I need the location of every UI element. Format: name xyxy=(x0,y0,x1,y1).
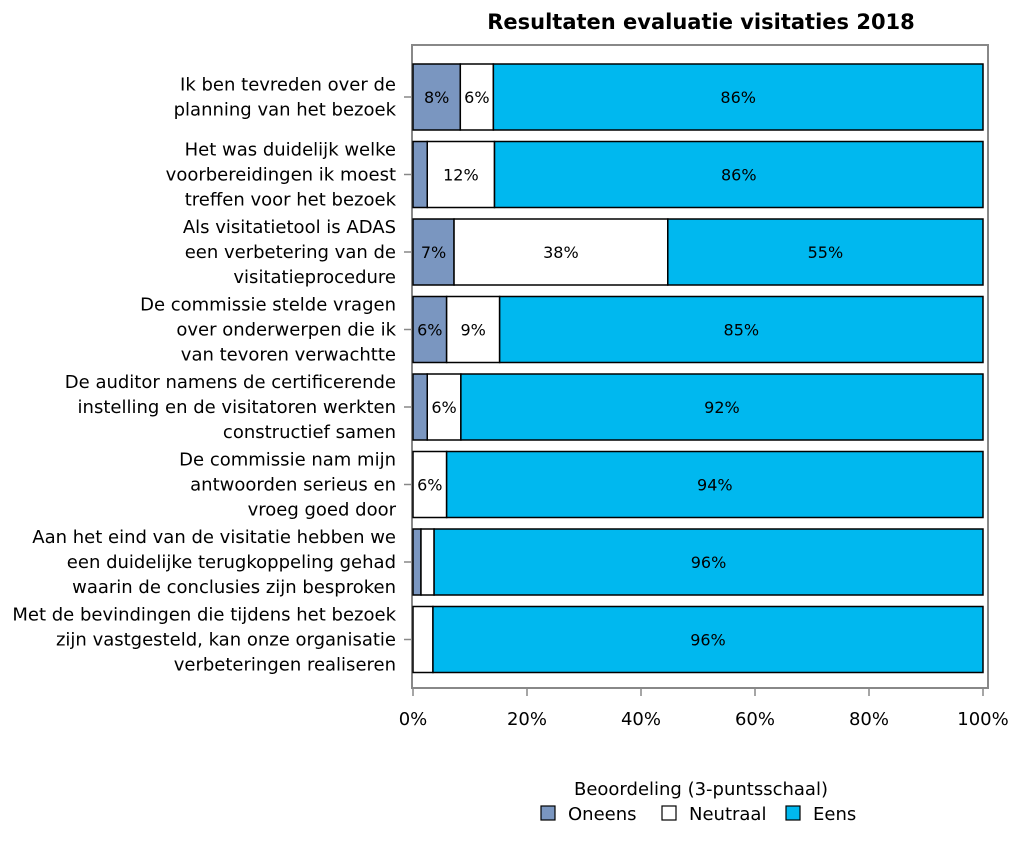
bar-segment-neutraal-2 xyxy=(426,140,496,209)
chart-title: Resultaten evaluatie visitaties 2018 xyxy=(487,10,915,34)
bar-segment-oneens-3 xyxy=(412,218,455,286)
data-label-neutraal-4: 9% xyxy=(460,321,485,340)
data-label-eens-7: 96% xyxy=(691,553,727,572)
legend-label-neutraal: Neutraal xyxy=(689,804,766,825)
x-tick-label-4: 60% xyxy=(735,709,775,730)
x-tick-label-6: 100% xyxy=(957,709,1008,730)
data-label-eens-4: 85% xyxy=(724,321,760,340)
legend-swatch-oneens xyxy=(540,805,556,821)
category-label-7: Aan het eind van de visitatie hebben we e… xyxy=(32,527,396,598)
bar-segment-eens-1 xyxy=(492,63,984,131)
bar-segment-eens-8 xyxy=(432,605,984,674)
data-label-oneens-3: 7% xyxy=(421,243,446,262)
bar-segment-eens-4 xyxy=(498,295,984,364)
x-tick-label-2: 20% xyxy=(507,709,547,730)
bar-segment-neutraal-7 xyxy=(420,528,435,596)
bar-segment-oneens-4 xyxy=(412,295,448,364)
x-tick-label-5: 80% xyxy=(849,709,889,730)
bar-segment-neutraal-1 xyxy=(459,63,495,131)
data-label-eens-8: 96% xyxy=(690,631,726,650)
data-label-neutraal-1: 6% xyxy=(464,88,489,107)
category-label-4: De commissie stelde vragen over onderwerp… xyxy=(140,295,396,366)
data-label-eens-1: 86% xyxy=(720,88,756,107)
legend-title: Beoordeling (3-puntsschaal) xyxy=(574,779,828,800)
legend-swatch-eens xyxy=(785,805,801,821)
bar-segment-oneens-1 xyxy=(412,63,462,131)
category-label-6: De commissie nam mijn antwoorden serieus … xyxy=(179,450,396,521)
data-label-eens-5: 92% xyxy=(704,398,740,417)
legend-label-oneens: Oneens xyxy=(568,804,637,825)
x-tick-label-1: 0% xyxy=(399,709,428,730)
bar-segment-eens-5 xyxy=(460,373,984,441)
bar-segment-neutraal-5 xyxy=(426,373,462,441)
bar-segment-oneens-7 xyxy=(412,528,422,596)
bar-segment-oneens-5 xyxy=(412,373,428,441)
data-label-neutraal-5: 6% xyxy=(431,398,456,417)
bar-segment-eens-2 xyxy=(493,140,984,209)
legend-label-eens: Eens xyxy=(813,804,856,825)
bar-segment-neutraal-4 xyxy=(445,295,501,364)
data-label-neutraal-3: 38% xyxy=(543,243,579,262)
data-label-eens-2: 86% xyxy=(721,166,757,185)
bar-segment-eens-6 xyxy=(445,450,984,519)
data-label-oneens-4: 6% xyxy=(417,321,442,340)
bar-segment-neutraal-8 xyxy=(412,605,434,674)
category-label-8: Met de bevindingen die tijdens het bezoe… xyxy=(12,605,396,676)
bar-segment-eens-7 xyxy=(433,528,984,596)
data-label-oneens-1: 8% xyxy=(424,88,449,107)
category-label-5: De auditor namens de certificerende inste… xyxy=(65,372,396,443)
category-label-1: Ik ben tevreden over de planning van het … xyxy=(174,75,397,121)
data-label-neutraal-6: 6% xyxy=(417,476,442,495)
plot-frame xyxy=(411,44,989,689)
category-label-2: Het was duidelijk welke voorbereidingen i… xyxy=(166,140,397,211)
category-label-3: Als visitatietool is ADAS een verbetering… xyxy=(183,217,396,288)
bar-segment-neutraal-3 xyxy=(453,218,669,286)
data-label-eens-6: 94% xyxy=(697,476,733,495)
bar-segment-eens-3 xyxy=(667,218,984,286)
legend-swatch-neutraal xyxy=(661,805,677,821)
data-label-neutraal-2: 12% xyxy=(443,166,479,185)
data-label-eens-3: 55% xyxy=(808,243,844,262)
x-tick-label-3: 40% xyxy=(621,709,661,730)
bar-segment-oneens-2 xyxy=(412,140,428,209)
